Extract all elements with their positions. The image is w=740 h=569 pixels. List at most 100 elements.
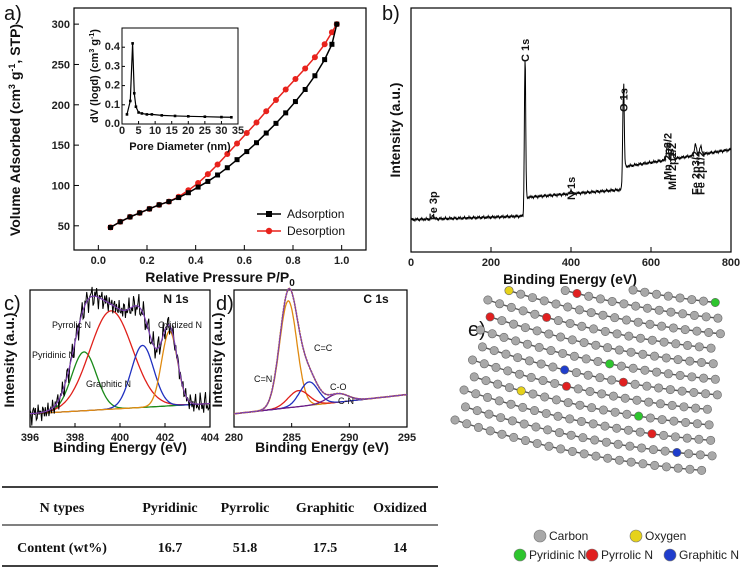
b-peak-label: Fe 2p1/2 <box>696 151 708 195</box>
a-xtick-label: 0.4 <box>188 255 204 267</box>
inset-ytick-label: 0.4 <box>105 41 121 53</box>
carbon-atom <box>598 405 608 415</box>
b-xtick-label: 400 <box>562 257 580 269</box>
carbon-atom <box>603 343 613 353</box>
desorption-point <box>328 29 335 36</box>
legend-label-carbon: Carbon <box>549 529 588 543</box>
carbon-atom <box>692 326 702 336</box>
carbon-atom <box>624 331 634 341</box>
carbon-atom <box>560 286 570 296</box>
carbon-atom <box>712 390 722 400</box>
carbon-atom <box>530 309 540 319</box>
carbon-atom <box>689 310 699 320</box>
carbon-atom <box>532 326 542 336</box>
inset-point <box>230 115 233 119</box>
carbon-atom <box>522 339 532 349</box>
carbon-atom <box>460 402 470 412</box>
a-xtick-label: 0.8 <box>285 255 300 267</box>
carbon-atom <box>607 296 617 306</box>
carbon-atom <box>491 362 501 372</box>
carbon-atom <box>541 408 551 418</box>
carbon-atom <box>638 459 648 469</box>
adsorption-point <box>176 195 182 201</box>
c-fit-envelope <box>29 295 211 415</box>
desorption-point <box>302 65 309 72</box>
b-peak-label: N 1s <box>566 177 578 200</box>
carbon-atom <box>487 329 497 339</box>
desorption-point <box>321 41 328 48</box>
carbon-atom <box>663 369 673 379</box>
legend-swatch-graphitic-n <box>663 548 677 562</box>
carbon-atom <box>520 323 530 333</box>
carbon-atom <box>553 411 563 421</box>
ann-pyridinic: Pyridinic N <box>32 350 75 360</box>
adsorption-point <box>254 140 259 146</box>
inset-xtick-label: 10 <box>149 125 161 137</box>
carbon-atom <box>459 385 469 395</box>
legend-label-oxygen: Oxygen <box>645 529 686 543</box>
ann-graphitic: Graphitic N <box>86 379 131 389</box>
carbon-atom <box>633 317 643 327</box>
carbon-atom <box>497 429 507 439</box>
inset-point <box>137 111 140 114</box>
legend-swatch-oxygen <box>629 529 643 543</box>
inset-frame <box>121 27 239 125</box>
carbon-atom <box>654 305 664 315</box>
carbon-atom <box>612 423 622 433</box>
panel-d-frame <box>233 289 408 428</box>
carbon-atom <box>677 386 687 396</box>
legend-swatch-pyridinic-n <box>513 548 527 562</box>
table-header-cell: N types <box>40 501 85 516</box>
carbon-atom <box>612 329 622 339</box>
carbon-atom <box>566 430 576 440</box>
carbon-atom <box>493 379 503 389</box>
carbon-atom <box>539 296 549 306</box>
carbon-atom <box>635 427 645 437</box>
carbon-atom <box>516 289 526 299</box>
carbon-atom <box>632 395 642 405</box>
carbon-atom <box>683 340 693 350</box>
carbon-atom <box>628 285 638 295</box>
legend-label-pyrrolic-n: Pyrrolic N <box>601 548 653 562</box>
carbon-atom <box>565 414 575 424</box>
desorption-point <box>292 75 299 82</box>
carbon-atom <box>462 419 472 429</box>
pyrrolic-n-atom <box>561 381 571 391</box>
panel-a-ylabel: Volume Adsorbed (cm3 g-1, STP) <box>7 24 23 236</box>
carbon-atom <box>577 321 587 331</box>
carbon-atom <box>567 446 577 456</box>
panel-a-inset: 0 5 10 15 20 25 30 35 0.0 0.1 0.2 0.3 0.4 Pore Diame… <box>89 27 244 153</box>
inset-point <box>140 112 144 115</box>
carbon-atom <box>578 433 588 443</box>
carbon-atom <box>619 299 629 309</box>
carbon-atom <box>675 370 685 380</box>
carbon-atom <box>531 422 541 432</box>
carbon-atom <box>685 356 695 366</box>
carbon-atom <box>661 353 671 363</box>
table-header-cell: Graphitic <box>296 501 354 516</box>
carbon-atom <box>704 328 714 338</box>
c-xtick-label: 400 <box>111 432 129 444</box>
legend-desorption: Desorption <box>287 224 345 238</box>
carbon-atom <box>697 358 707 368</box>
b-peak-label: Mn 2p1/2 <box>667 143 679 190</box>
a-ytick-label: 200 <box>52 100 70 112</box>
b-xtick-label: 600 <box>642 257 660 269</box>
panel-c-ylabel: Intensity (a.u.) <box>1 313 17 408</box>
panel-c-annotations: Pyrrolic N Pyridinic N Graphitic N Oxidi… <box>32 320 202 389</box>
carbon-atom <box>694 342 704 352</box>
legend-adsorption: Adsorption <box>287 207 344 221</box>
carbon-atom <box>697 465 707 475</box>
carbon-atom <box>575 400 585 410</box>
carbon-atom <box>526 372 536 382</box>
carbon-atom <box>450 415 460 425</box>
carbon-atom <box>657 415 667 425</box>
carbon-atom <box>484 409 494 419</box>
b-peak-label: O 1s <box>618 88 630 112</box>
carbon-atom <box>652 367 662 377</box>
carbon-atom <box>699 373 709 383</box>
carbon-atom <box>682 433 692 443</box>
carbon-atom <box>663 291 673 301</box>
adsorption-point <box>312 73 318 79</box>
carbon-atom <box>556 444 566 454</box>
